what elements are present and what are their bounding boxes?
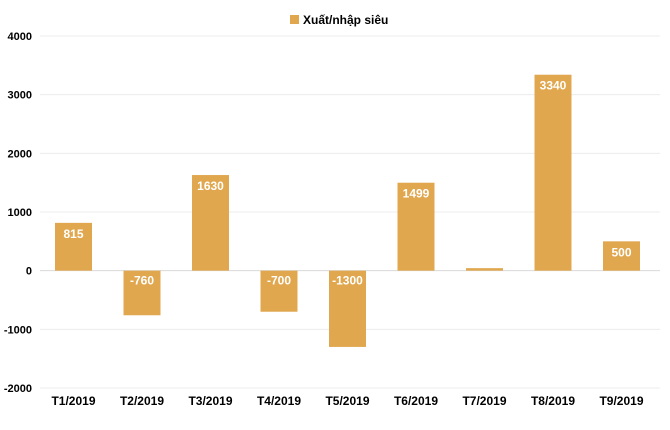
y-axis-ticks: 4000 3000 2000 1000 0 -1000 -2000 (4, 31, 32, 395)
data-label: -760 (130, 274, 154, 288)
y-tick-label: 4000 (8, 31, 32, 43)
data-label: 1499 (403, 187, 430, 201)
y-tick-label: -2000 (4, 383, 32, 395)
x-tick-label: T1/2019 (51, 394, 95, 408)
data-label: -700 (267, 274, 291, 288)
bar[interactable] (260, 270, 298, 312)
x-tick-label: T3/2019 (188, 394, 232, 408)
x-tick-label: T9/2019 (599, 394, 643, 408)
bar[interactable] (55, 222, 92, 271)
data-label: -1300 (332, 274, 363, 288)
bar[interactable] (329, 270, 366, 347)
data-label: 500 (611, 245, 631, 259)
bar[interactable] (123, 270, 161, 316)
x-tick-label: T5/2019 (325, 394, 369, 408)
y-tick-label: 3000 (8, 90, 32, 102)
data-label: 815 (63, 227, 83, 241)
x-axis-ticks: T1/2019 T2/2019 T3/2019 T4/2019 T5/2019 T6/20… (51, 394, 643, 408)
data-labels: 815 -760 1630 -700 -1300 1499 43 3340 500 (63, 79, 631, 288)
bar[interactable] (397, 182, 435, 271)
y-tick-label: 2000 (8, 148, 32, 160)
x-tick-label: T2/2019 (120, 394, 164, 408)
bars (55, 74, 640, 347)
y-tick-label: 1000 (8, 207, 32, 219)
x-tick-label: T7/2019 (462, 394, 506, 408)
bar[interactable] (534, 74, 572, 271)
bar[interactable] (603, 241, 640, 271)
y-tick-label: -1000 (4, 324, 32, 336)
legend[interactable]: Xuất/nhập siêu (290, 13, 388, 27)
data-label: 1630 (197, 179, 224, 193)
bar[interactable] (192, 175, 229, 271)
x-tick-label: T8/2019 (531, 394, 575, 408)
legend-swatch (290, 15, 299, 24)
x-tick-label: T6/2019 (394, 394, 438, 408)
bar[interactable] (466, 268, 503, 271)
x-tick-label: T4/2019 (257, 394, 301, 408)
data-label: 3340 (540, 79, 567, 93)
legend-label: Xuất/nhập siêu (303, 13, 388, 27)
data-label: 43 (478, 272, 492, 286)
y-tick-label: 0 (26, 266, 32, 278)
